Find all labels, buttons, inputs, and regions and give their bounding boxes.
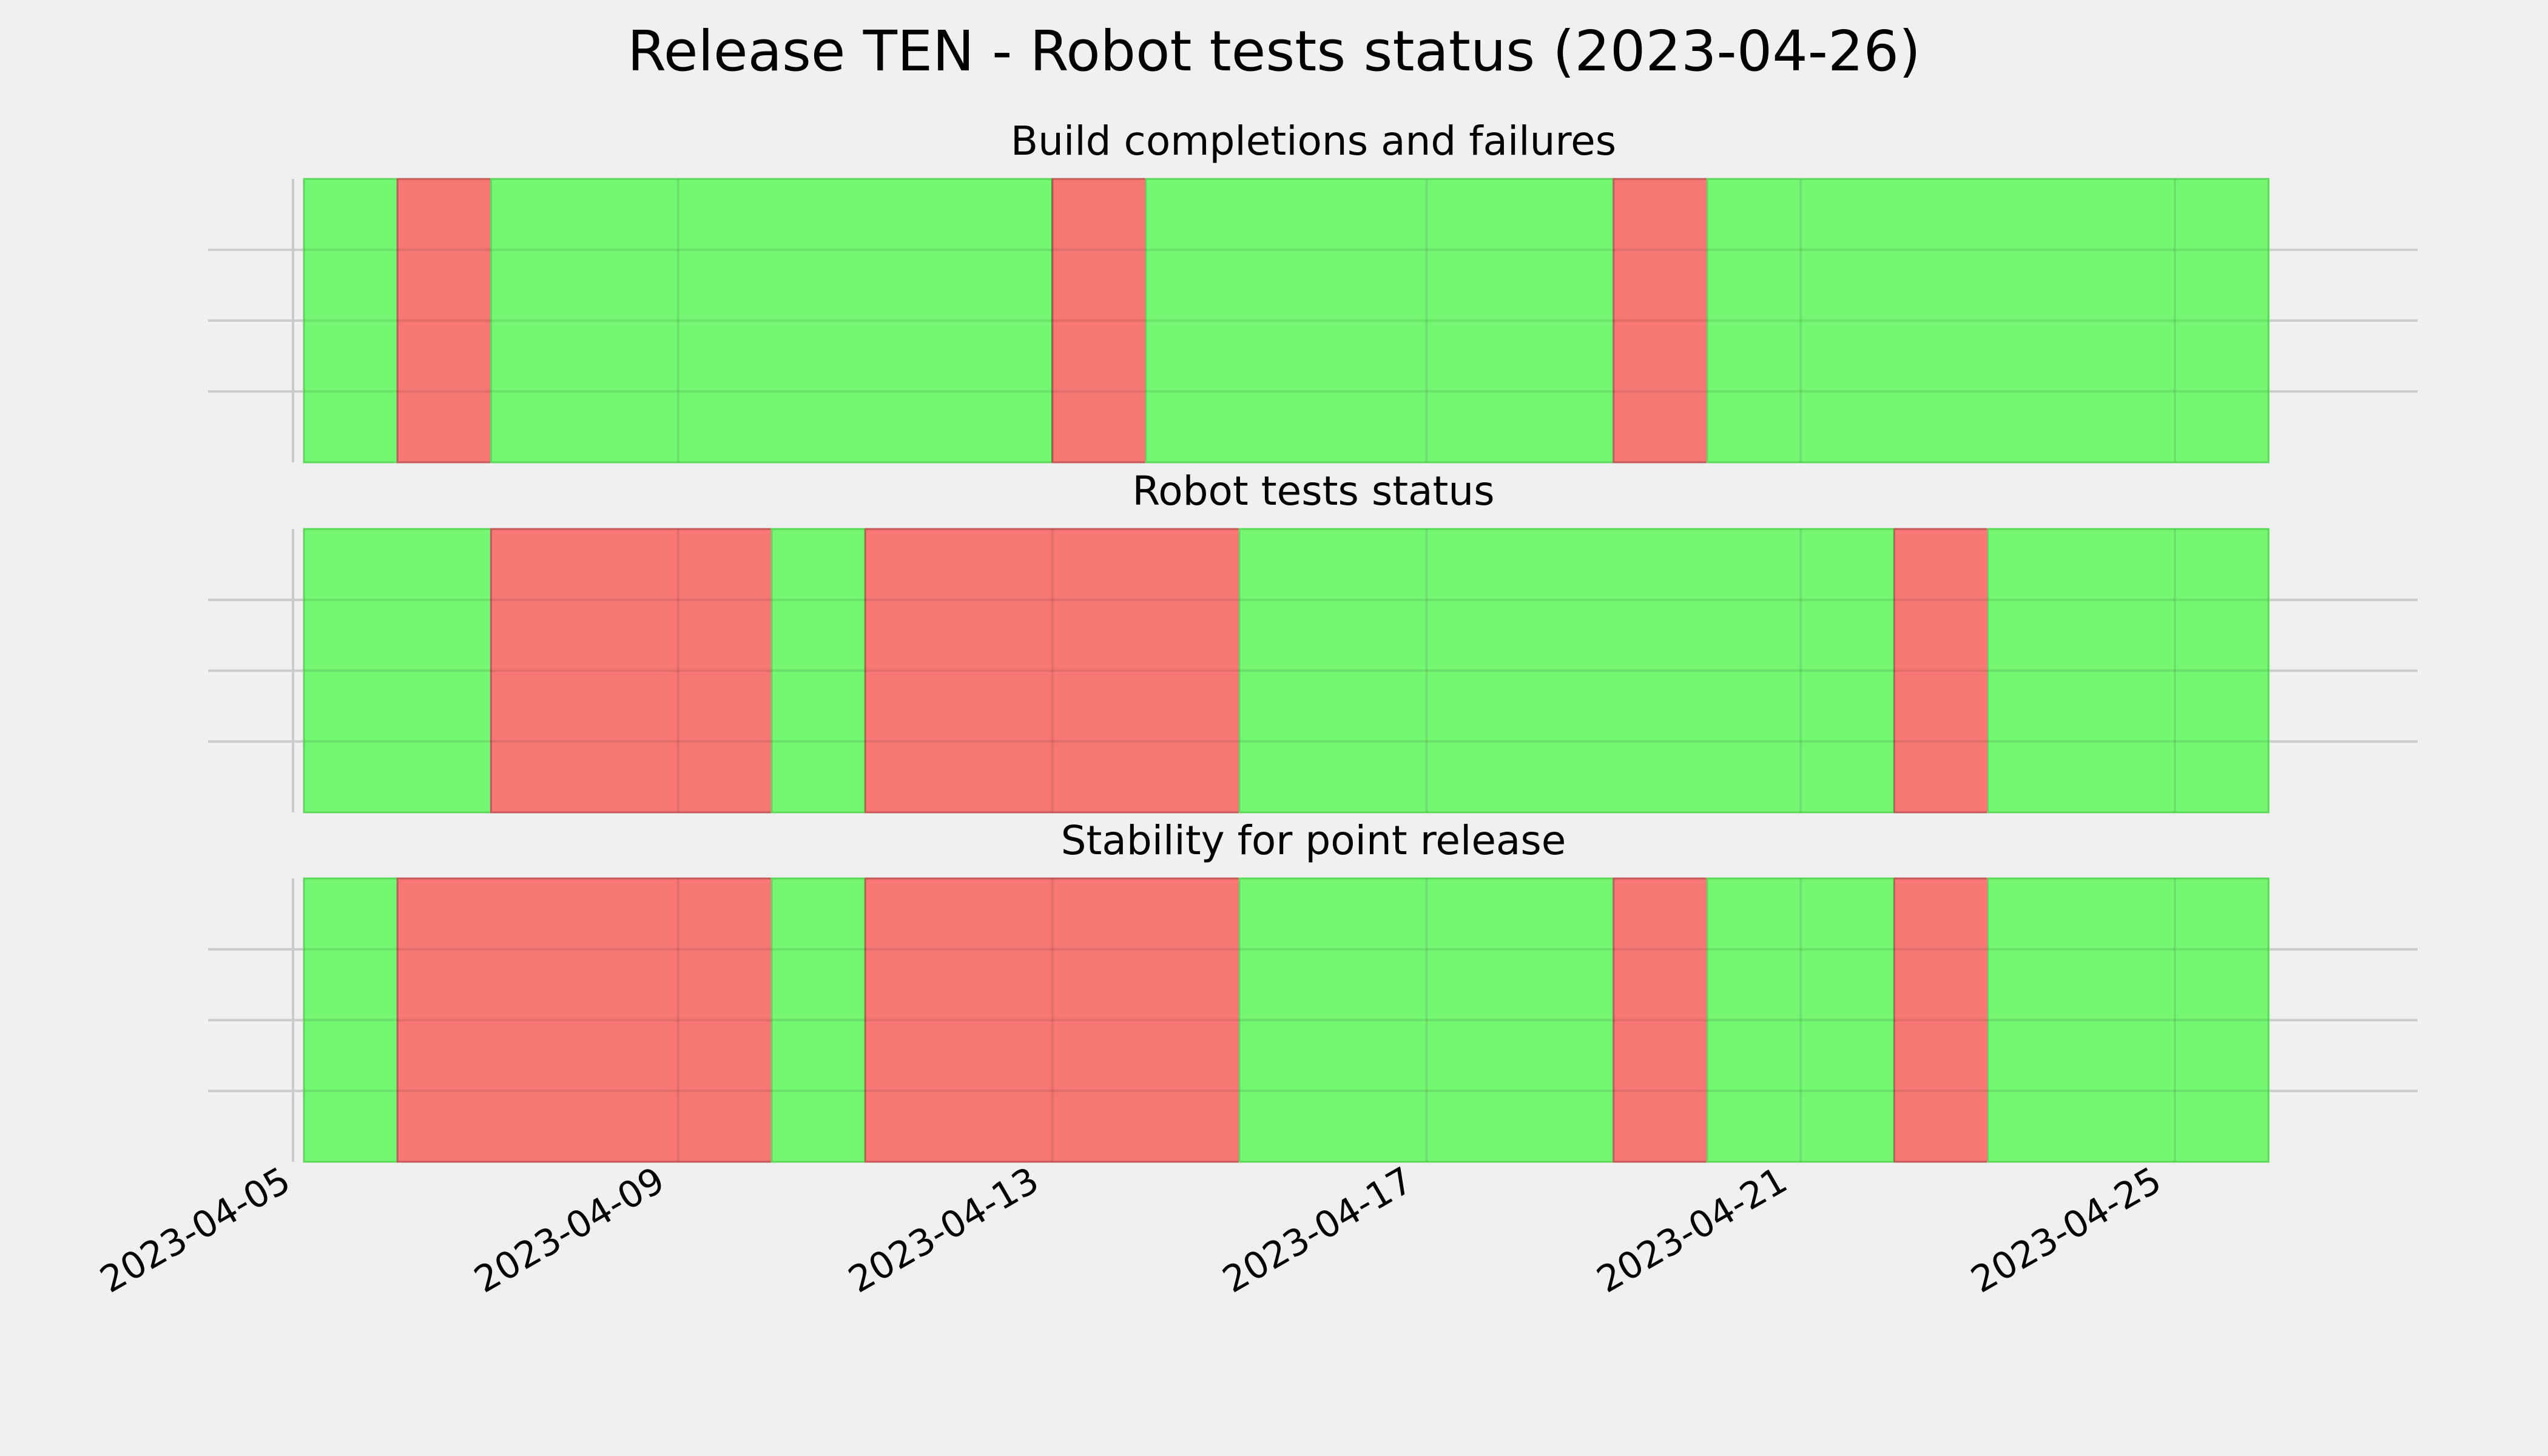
status-segment-fail (864, 528, 1241, 814)
status-segment-fail (396, 877, 773, 1163)
timeline-panel-1: Build completions and failures (208, 118, 2418, 463)
status-segment-fail (1613, 178, 1708, 463)
status-segment-fail (1893, 528, 1989, 814)
status-segment-fail (1893, 877, 1989, 1163)
status-segment-fail (490, 528, 773, 814)
chart-title: Release TEN - Robot tests status (2023-0… (627, 19, 1921, 84)
timeline-panel-2: Robot tests status (208, 468, 2418, 814)
status-segment-pass (1987, 528, 2270, 814)
status-segment-pass (1987, 877, 2270, 1163)
status-segment-pass (1238, 877, 1615, 1163)
status-segment-pass (1238, 528, 1895, 814)
status-segment-pass (1145, 178, 1615, 463)
panel-title: Robot tests status (1132, 468, 1494, 514)
panels-layer: Build completions and failures Robot test… (208, 118, 2418, 1163)
status-segment-fail (864, 877, 1241, 1163)
timeline-panel-3: Stability for point release (208, 817, 2418, 1163)
status-segment-pass (1706, 877, 1895, 1163)
status-segment-pass (303, 877, 399, 1163)
status-segment-pass (490, 178, 1054, 463)
status-segment-pass (1706, 178, 2270, 463)
status-segment-pass (770, 877, 866, 1163)
panel-title: Stability for point release (1061, 817, 1566, 864)
panel-title: Build completions and failures (1011, 118, 1616, 164)
status-segment-pass (303, 528, 492, 814)
status-segment-fail (1613, 877, 1708, 1163)
status-segment-fail (396, 178, 492, 463)
status-segment-pass (770, 528, 866, 814)
status-segment-fail (1051, 178, 1147, 463)
